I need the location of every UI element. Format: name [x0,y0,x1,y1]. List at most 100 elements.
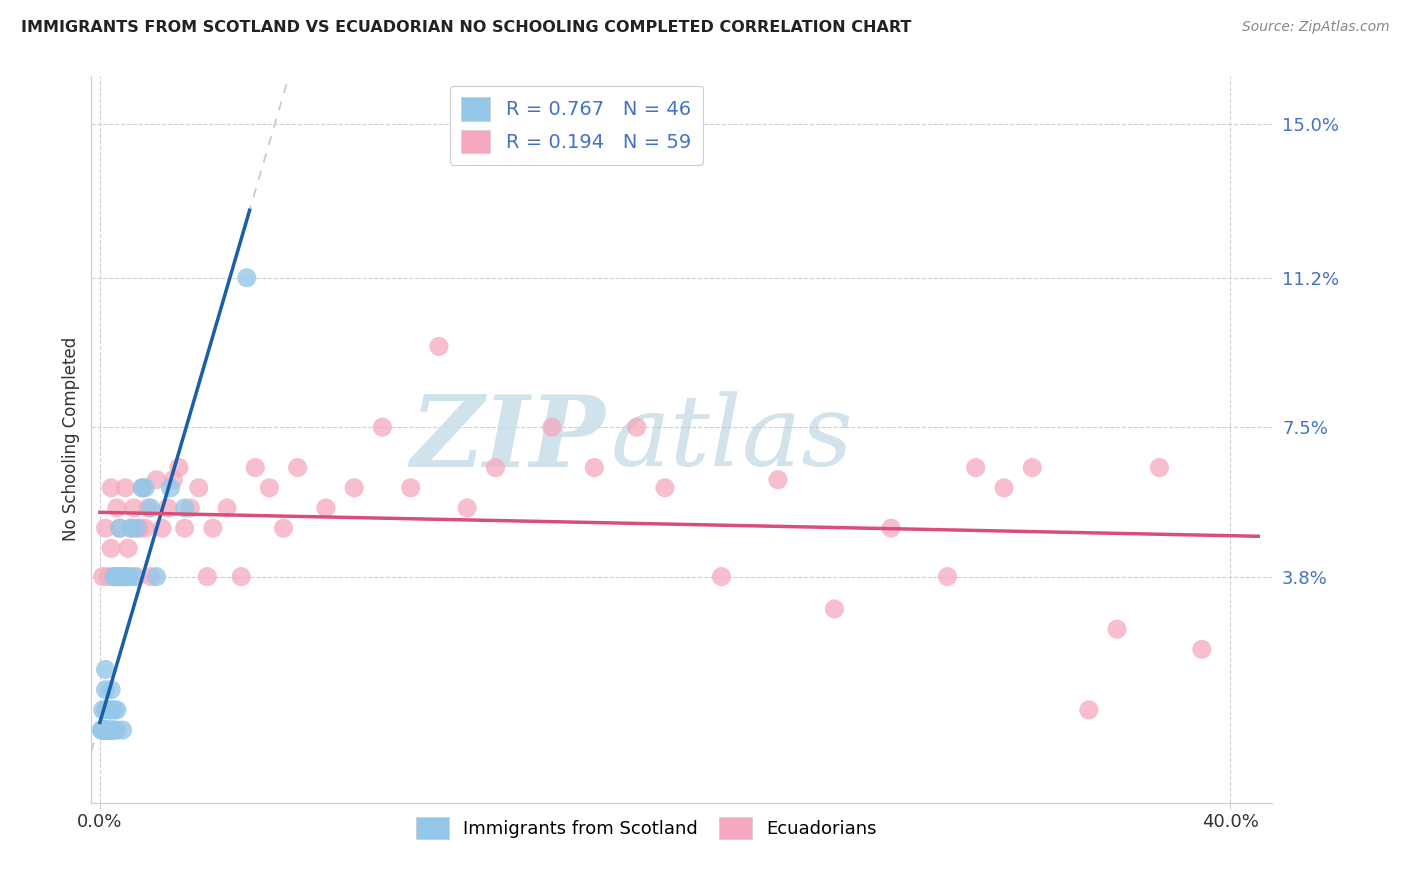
Point [122,569,145,583]
Point [108,521,131,535]
Point [236,270,259,285]
Point [103,723,125,737]
Point [91,723,114,737]
Point [120,521,142,535]
Point [100,541,122,556]
Point [1021,460,1043,475]
Point [100,723,122,737]
Point [231,569,253,583]
Point [91,723,114,737]
Point [111,569,134,583]
Point [965,460,987,475]
Point [131,481,153,495]
Point [173,521,195,535]
Point [105,500,128,515]
Point [215,500,238,515]
Point [766,473,789,487]
Point [131,481,153,495]
Point [94,663,117,677]
Point [100,682,122,697]
Point [105,723,128,737]
Point [167,460,190,475]
Point [122,500,145,515]
Point [100,703,122,717]
Point [824,602,846,616]
Point [1077,703,1099,717]
Point [179,500,201,515]
Point [150,521,173,535]
Point [187,481,209,495]
Point [91,569,114,583]
Point [583,460,606,475]
Point [427,339,450,353]
Point [94,723,117,737]
Point [108,569,131,583]
Point [93,723,115,737]
Point [145,473,167,487]
Point [710,569,733,583]
Point [90,723,112,737]
Point [91,703,114,717]
Point [103,569,125,583]
Point [399,481,422,495]
Point [139,569,162,583]
Point [91,723,114,737]
Point [114,569,136,583]
Point [195,569,218,583]
Point [111,723,134,737]
Point [456,500,478,515]
Point [173,500,195,515]
Point [156,500,179,515]
Point [94,682,117,697]
Point [103,703,125,717]
Point [880,521,903,535]
Point [125,521,148,535]
Point [94,703,117,717]
Point [343,481,366,495]
Point [159,481,181,495]
Point [136,500,159,515]
Point [541,420,564,434]
Point [117,569,139,583]
Y-axis label: No Schooling Completed: No Schooling Completed [62,337,80,541]
Point [1105,622,1128,636]
Point [125,569,148,583]
Legend: Immigrants from Scotland, Ecuadorians: Immigrants from Scotland, Ecuadorians [408,808,886,848]
Point [162,473,184,487]
Point [91,723,114,737]
Point [94,723,117,737]
Point [626,420,648,434]
Point [97,569,120,583]
Point [120,521,142,535]
Point [111,569,134,583]
Point [654,481,676,495]
Point [145,569,167,583]
Point [134,521,156,535]
Point [105,569,128,583]
Point [245,460,267,475]
Text: atlas: atlas [612,392,853,487]
Point [936,569,959,583]
Point [1149,460,1171,475]
Point [97,723,120,737]
Point [371,420,394,434]
Point [273,521,295,535]
Point [91,723,114,737]
Point [103,723,125,737]
Point [287,460,309,475]
Point [117,541,139,556]
Point [114,481,136,495]
Point [94,521,117,535]
Point [134,481,156,495]
Text: ZIP: ZIP [411,391,605,488]
Point [100,723,122,737]
Point [97,723,120,737]
Point [139,500,162,515]
Text: IMMIGRANTS FROM SCOTLAND VS ECUADORIAN NO SCHOOLING COMPLETED CORRELATION CHART: IMMIGRANTS FROM SCOTLAND VS ECUADORIAN N… [21,20,911,35]
Point [128,521,150,535]
Point [1191,642,1213,657]
Text: Source: ZipAtlas.com: Source: ZipAtlas.com [1241,20,1389,34]
Point [201,521,224,535]
Point [103,569,125,583]
Point [108,521,131,535]
